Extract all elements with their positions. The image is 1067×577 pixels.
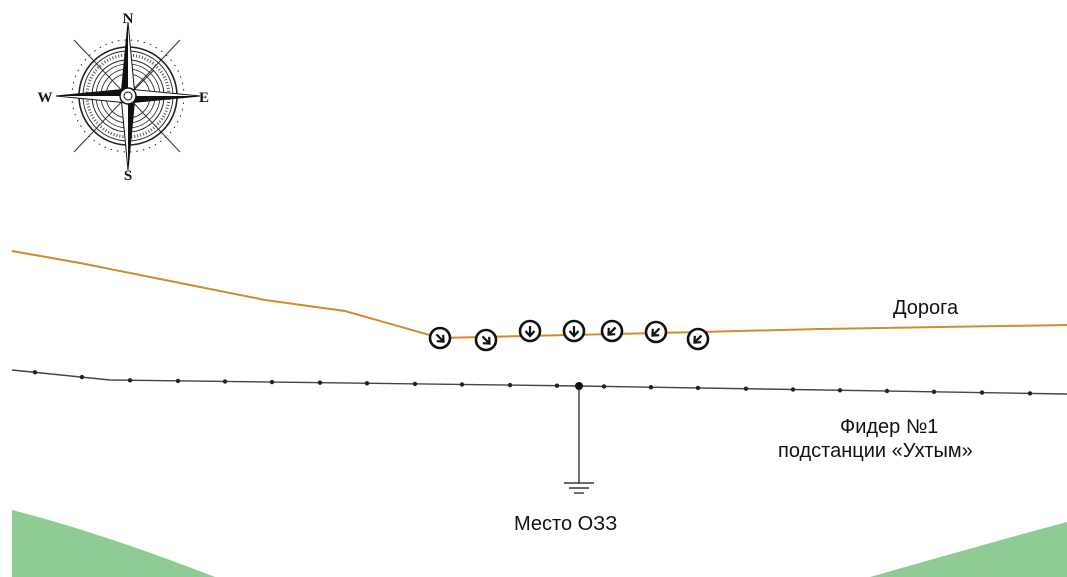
arrow-down-left-icon — [644, 320, 668, 344]
fault-place-label: Место ОЗЗ — [514, 513, 618, 535]
feeder-pole — [743, 386, 749, 391]
feeder-pole — [884, 388, 890, 394]
arrow-down-right-icon — [428, 326, 452, 350]
feeder-line — [11, 369, 1067, 395]
road-line — [11, 250, 1067, 340]
arrow-down-icon — [562, 319, 586, 343]
fault-location-marker — [564, 382, 594, 494]
green-area-left — [12, 510, 215, 577]
feeder-pole — [127, 378, 133, 383]
feeder-pole — [459, 382, 465, 387]
feeder-pole — [32, 370, 38, 375]
feeder-pole — [695, 385, 701, 391]
feeder-pole — [554, 383, 560, 388]
arrow-down-left-icon — [686, 327, 710, 351]
feeder-pole — [931, 389, 937, 394]
compass-north-label: N — [123, 11, 134, 27]
feeder-pole — [1027, 391, 1033, 396]
feeder-pole — [979, 390, 985, 395]
feeder-pole — [317, 380, 323, 385]
feeder-pole — [222, 379, 228, 384]
green-area-right — [870, 522, 1067, 577]
compass-rose: N S E W — [38, 11, 210, 184]
feeder-pole — [269, 379, 275, 385]
feeder-pole — [175, 378, 181, 384]
arrow-down-left-icon — [600, 319, 624, 343]
feeder-pole — [364, 381, 370, 386]
feeder-pole — [412, 381, 418, 387]
feeder-pole — [601, 384, 607, 389]
feeder-label-line1: Фидер №1 — [840, 416, 939, 438]
arrow-down-icon — [518, 319, 542, 343]
feeder-poles — [32, 370, 1033, 396]
feeder-label-line2: подстанции «Ухтым» — [778, 440, 973, 462]
compass-west-label: W — [38, 90, 53, 106]
compass-south-label: S — [124, 168, 132, 184]
feeder-pole — [507, 382, 513, 388]
feeder-pole — [79, 374, 85, 380]
feeder-pole — [648, 385, 654, 390]
feeder-pole — [790, 387, 796, 392]
arrow-down-right-icon — [474, 328, 498, 352]
direction-markers — [428, 319, 710, 352]
feeder-pole — [837, 388, 843, 393]
compass-east-label: E — [199, 90, 209, 106]
road-label: Дорога — [893, 297, 959, 319]
